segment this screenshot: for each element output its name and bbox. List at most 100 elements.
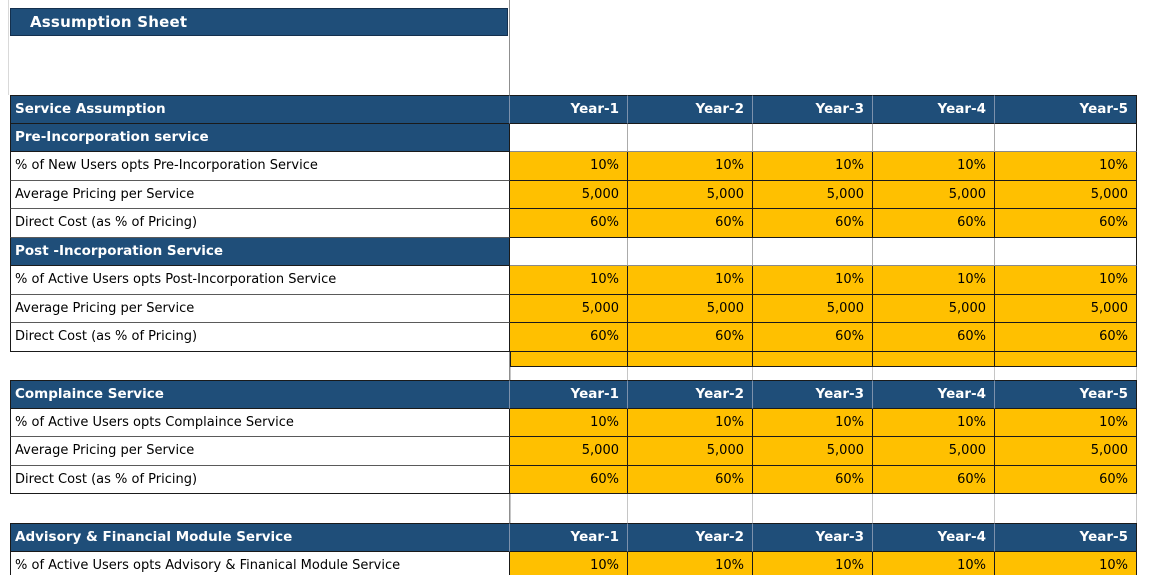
input-cell[interactable]: 10% [753, 266, 873, 295]
input-cell[interactable]: 5,000 [995, 437, 1137, 466]
table-row: % of New Users opts Pre-Incorporation Se… [10, 152, 1137, 181]
input-cell[interactable]: 5,000 [753, 437, 873, 466]
input-cell[interactable]: 5,000 [753, 294, 873, 323]
year-header: Year-4 [873, 95, 995, 124]
page-title: Assumption Sheet [10, 8, 508, 36]
input-cell[interactable]: 60% [510, 323, 628, 352]
advisory-service-table: Advisory & Financial Module Service Year… [10, 523, 1137, 575]
input-cell[interactable]: 60% [510, 209, 628, 238]
input-cell[interactable]: 5,000 [995, 294, 1137, 323]
empty-cell [873, 123, 995, 152]
table-title: Advisory & Financial Module Service [10, 523, 510, 552]
input-cell[interactable]: 5,000 [873, 294, 995, 323]
input-cell[interactable]: 5,000 [628, 437, 753, 466]
empty-sheet-row [10, 366, 1137, 380]
input-cell[interactable]: 5,000 [510, 180, 628, 209]
input-cell[interactable]: 60% [873, 323, 995, 352]
empty-cell [628, 366, 753, 380]
empty-cell [995, 237, 1137, 266]
empty-cell [628, 123, 753, 152]
row-label: % of Active Users opts Advisory & Finani… [10, 551, 510, 575]
input-cell[interactable]: 60% [873, 465, 995, 494]
input-cell[interactable]: 10% [995, 408, 1137, 437]
empty-input-cell[interactable] [628, 351, 753, 367]
input-cell[interactable]: 10% [510, 266, 628, 295]
year-header: Year-5 [995, 380, 1137, 409]
year-header: Year-4 [873, 380, 995, 409]
table-row: Average Pricing per Service 5,000 5,000 … [10, 294, 1137, 323]
table-header-row: Advisory & Financial Module Service Year… [10, 523, 1137, 552]
empty-cell [10, 494, 510, 523]
input-cell[interactable]: 10% [628, 266, 753, 295]
year-header: Year-2 [628, 523, 753, 552]
input-cell[interactable]: 60% [510, 465, 628, 494]
input-cell[interactable]: 10% [873, 152, 995, 181]
section-title: Post -Incorporation Service [10, 237, 510, 266]
year-header: Year-2 [628, 95, 753, 124]
input-cell[interactable]: 10% [510, 408, 628, 437]
empty-sheet-row [10, 494, 1137, 523]
input-cell[interactable]: 60% [873, 209, 995, 238]
input-cell[interactable]: 10% [510, 152, 628, 181]
input-cell[interactable]: 10% [628, 152, 753, 181]
empty-cell [995, 366, 1137, 380]
input-cell[interactable]: 10% [873, 551, 995, 575]
input-cell[interactable]: 10% [995, 551, 1137, 575]
empty-cell [873, 237, 995, 266]
input-cell[interactable]: 10% [753, 408, 873, 437]
input-cell[interactable]: 10% [995, 152, 1137, 181]
table-title: Complaince Service [10, 380, 510, 409]
empty-input-cell[interactable] [510, 351, 628, 367]
empty-cell [628, 237, 753, 266]
input-cell[interactable]: 60% [753, 323, 873, 352]
input-cell[interactable]: 60% [753, 209, 873, 238]
row-label: Average Pricing per Service [10, 180, 510, 209]
year-header: Year-1 [510, 380, 628, 409]
input-cell[interactable]: 10% [753, 152, 873, 181]
input-cell[interactable]: 60% [753, 465, 873, 494]
empty-cell [10, 352, 510, 367]
input-cell[interactable]: 5,000 [995, 180, 1137, 209]
empty-cell [753, 494, 873, 523]
input-cell[interactable]: 60% [995, 465, 1137, 494]
empty-input-cell[interactable] [995, 351, 1137, 367]
input-cell[interactable]: 5,000 [873, 180, 995, 209]
service-assumption-table: Service Assumption Year-1 Year-2 Year-3 … [10, 95, 1137, 367]
empty-input-cell[interactable] [753, 351, 873, 367]
row-label: % of Active Users opts Complaince Servic… [10, 408, 510, 437]
input-cell[interactable]: 5,000 [510, 437, 628, 466]
input-cell[interactable]: 5,000 [753, 180, 873, 209]
input-cell[interactable]: 10% [873, 266, 995, 295]
input-cell[interactable]: 60% [995, 209, 1137, 238]
input-cell[interactable]: 10% [628, 551, 753, 575]
table-row: Direct Cost (as % of Pricing) 60% 60% 60… [10, 209, 1137, 238]
input-cell[interactable]: 10% [873, 408, 995, 437]
input-cell[interactable]: 5,000 [873, 437, 995, 466]
input-cell[interactable]: 5,000 [628, 294, 753, 323]
table-row: % of Active Users opts Advisory & Finani… [10, 551, 1137, 575]
table-title: Service Assumption [10, 95, 510, 124]
input-cell[interactable]: 5,000 [510, 294, 628, 323]
input-cell[interactable]: 60% [995, 323, 1137, 352]
year-header: Year-3 [753, 380, 873, 409]
year-header: Year-2 [628, 380, 753, 409]
input-cell[interactable]: 60% [628, 465, 753, 494]
empty-input-cell[interactable] [873, 351, 995, 367]
table-header-row: Complaince Service Year-1 Year-2 Year-3 … [10, 380, 1137, 409]
input-cell[interactable]: 10% [995, 266, 1137, 295]
year-header: Year-1 [510, 95, 628, 124]
year-header: Year-3 [753, 523, 873, 552]
empty-cell [753, 123, 873, 152]
input-cell[interactable]: 60% [628, 323, 753, 352]
empty-cell [873, 494, 995, 523]
input-cell[interactable]: 10% [628, 408, 753, 437]
input-cell[interactable]: 5,000 [628, 180, 753, 209]
sheet-gridline-left [8, 0, 9, 95]
year-header: Year-5 [995, 523, 1137, 552]
input-cell[interactable]: 60% [628, 209, 753, 238]
input-cell[interactable]: 10% [510, 551, 628, 575]
input-cell[interactable]: 10% [753, 551, 873, 575]
table-row: % of Active Users opts Complaince Servic… [10, 408, 1137, 437]
table-header-row: Service Assumption Year-1 Year-2 Year-3 … [10, 95, 1137, 124]
